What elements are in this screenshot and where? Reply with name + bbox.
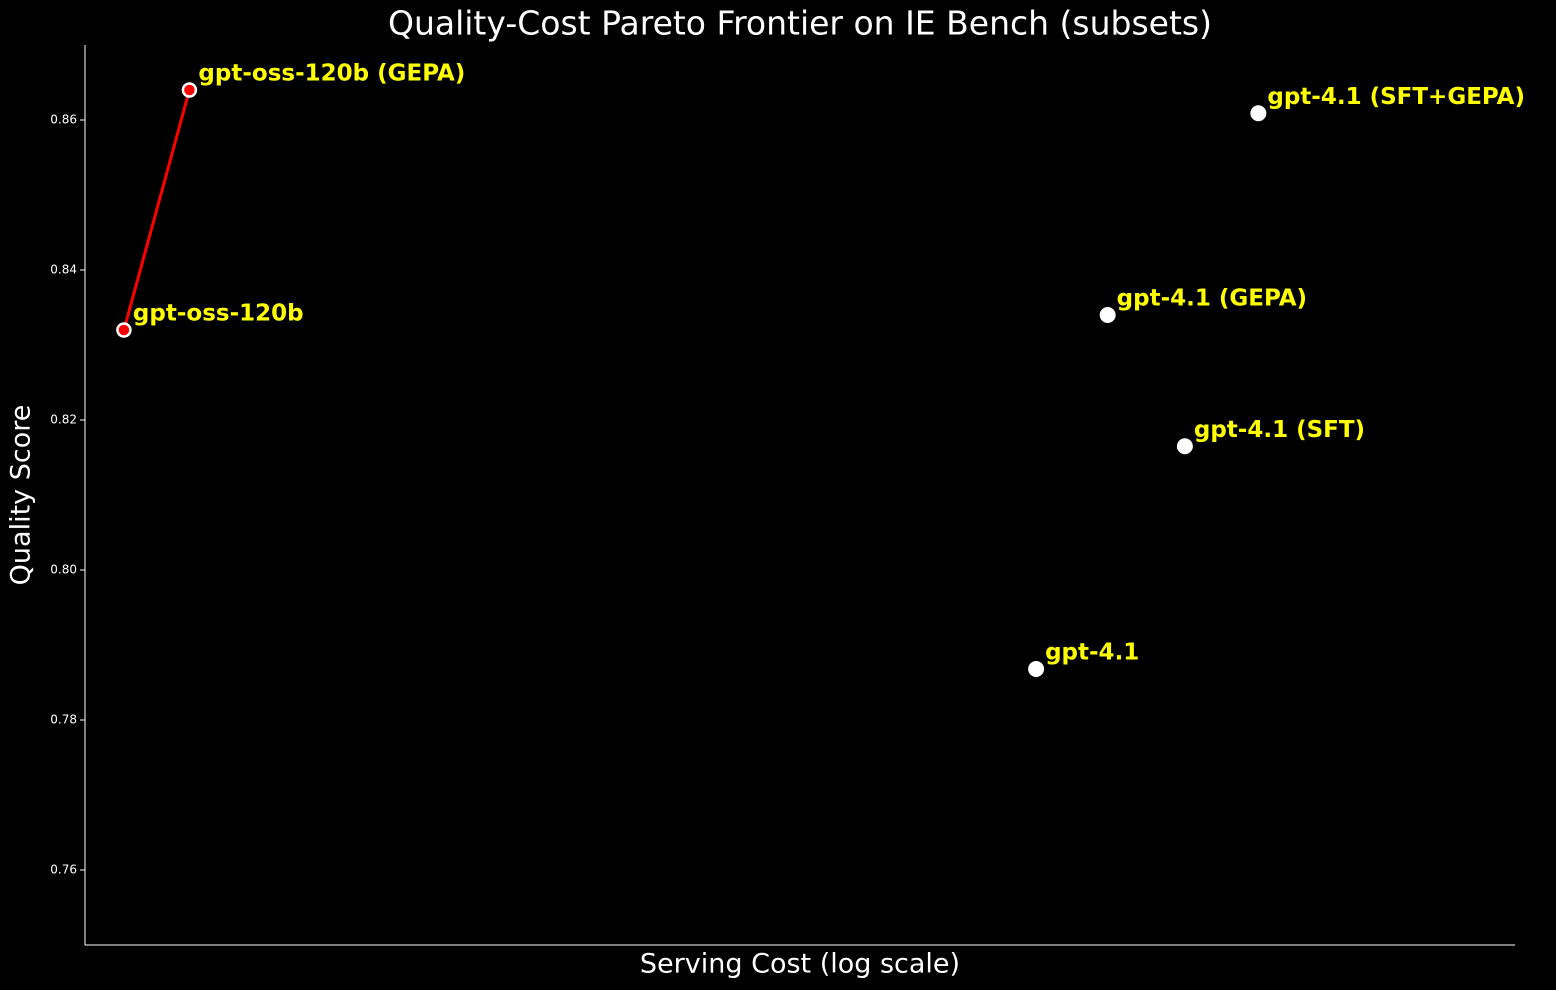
point-label: gpt-4.1 (SFT+GEPA) bbox=[1267, 84, 1525, 110]
y-tick-label: 0.80 bbox=[50, 563, 77, 577]
chart-title: Quality-Cost Pareto Frontier on IE Bench… bbox=[388, 4, 1212, 43]
point bbox=[181, 82, 198, 98]
point-label: gpt-4.1 (SFT) bbox=[1194, 417, 1365, 443]
y-axis-label: Quality Score bbox=[6, 405, 37, 586]
point-label: gpt-4.1 bbox=[1045, 640, 1139, 666]
y-tick-label: 0.86 bbox=[50, 113, 77, 127]
point bbox=[1028, 661, 1045, 677]
point-label: gpt-4.1 (GEPA) bbox=[1117, 286, 1307, 312]
frontier-line bbox=[122, 89, 191, 331]
point-label: gpt-oss-120b (GEPA) bbox=[198, 61, 465, 87]
y-tick-label: 0.84 bbox=[50, 263, 77, 277]
point bbox=[1176, 438, 1193, 455]
y-tick-label: 0.76 bbox=[50, 863, 77, 877]
point bbox=[116, 322, 132, 338]
point-label: gpt-oss-120b bbox=[133, 301, 304, 327]
y-tick-label: 0.78 bbox=[50, 713, 77, 727]
y-tick-label: 0.82 bbox=[50, 413, 77, 427]
x-axis-label: Serving Cost (log scale) bbox=[640, 949, 960, 980]
point bbox=[1099, 307, 1116, 323]
point bbox=[1250, 105, 1267, 122]
